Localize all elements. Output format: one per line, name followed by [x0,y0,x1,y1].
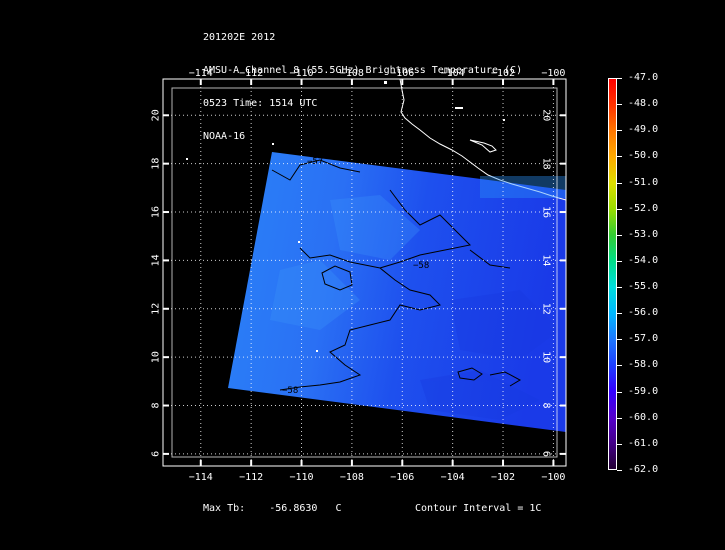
inner-frame [171,87,558,458]
max-tb-label: Max Tb: [203,503,246,514]
lon-label-top: −110 [289,68,313,79]
color-scale-tick [617,261,622,262]
color-scale-bar [608,78,617,470]
lon-label-bottom: −100 [541,472,565,483]
map-data-area: −57 −58 −58 [186,79,566,432]
color-scale-tick [617,209,622,210]
contour-label-3: −58 [282,386,298,396]
color-scale-tick [617,235,622,236]
color-scale-label: -59.0 [628,386,659,397]
lat-label-left: 8 [151,403,162,409]
lon-label-bottom: −104 [441,472,465,483]
title-line-time: 0523 Time: 1514 UTC [203,98,318,109]
lon-label-top: −108 [340,68,364,79]
color-scale-tick [617,470,622,471]
color-scale-label: -49.0 [628,124,659,135]
color-scale-label: -53.0 [628,229,659,240]
contour-minus-58-mid [279,267,441,391]
coastline [399,79,566,201]
map-title-block: 201202E 2012 AMSU-A Channel 8 (55.5GHz) … [203,10,522,153]
lon-label-top: −102 [491,68,515,79]
color-scale-tick [617,78,622,79]
color-scale-label: -54.0 [628,255,659,266]
lat-label-left: 12 [151,303,162,315]
color-scale-label: -52.0 [628,203,659,214]
color-scale-tick [617,418,622,419]
color-scale-tick [617,130,622,131]
latitude-labels-right: 6 8 10 12 14 16 18 20 [541,109,552,457]
coastal-strip [480,176,566,198]
color-scale-label: -56.0 [628,307,659,318]
lat-label-right: 18 [541,158,552,170]
latitude-labels-left: 6 8 10 12 14 16 18 20 [151,109,162,457]
lon-label-top: −100 [541,68,565,79]
color-scale-label: -60.0 [628,412,659,423]
color-scale-label: -62.0 [628,464,659,475]
color-scale-tick [617,313,622,314]
contour-loop [321,265,353,291]
longitude-labels-top: −114 −112 −110 −108 −106 −104 −102 −100 [189,68,566,79]
color-scale-label: -47.0 [628,72,659,83]
color-scale-label: -57.0 [628,333,659,344]
lon-label-top: −106 [390,68,414,79]
lon-label-bottom: −106 [390,472,414,483]
contour-interval-note: Contour Interval = 1C [415,503,542,514]
color-scale-label: -50.0 [628,150,659,161]
lat-label-right: 6 [541,451,552,457]
color-scale-tick [617,287,622,288]
lon-label-bottom: −110 [289,472,313,483]
contour-minus-57 [271,159,361,181]
color-scale-tick [617,365,622,366]
contour-label-1: −57 [307,157,323,167]
lat-label-left: 6 [151,451,162,457]
lat-label-left: 20 [151,109,162,121]
color-scale-tick [617,444,622,445]
lat-lon-grid [163,79,566,466]
longitude-labels-bottom: −114 −112 −110 −108 −106 −104 −102 −100 [189,472,566,483]
color-scale-label: -51.0 [628,177,659,188]
color-scale-tick [617,156,622,157]
contour-minus-58-upper [299,189,472,269]
axis-ticks [163,79,566,466]
lat-label-right: 12 [541,303,552,315]
color-scale-tick [617,104,622,105]
contour-lower-right [489,371,522,387]
lat-label-right: 16 [541,206,552,218]
lon-label-bottom: −102 [491,472,515,483]
lat-label-left: 16 [151,206,162,218]
contour-label-2: −58 [413,261,429,271]
lat-label-right: 14 [541,254,552,266]
color-scale-tick [617,339,622,340]
max-tb-unit: C [335,503,342,514]
lon-label-bottom: −112 [239,472,263,483]
lat-label-left: 14 [151,254,162,266]
swath-texture [270,195,560,420]
color-scale-tick [617,183,622,184]
title-line-storm-id: 201202E 2012 [203,32,276,43]
color-scale-label: -55.0 [628,281,659,292]
color-scale-tick [617,392,622,393]
lon-label-bottom: −114 [189,472,213,483]
contour-lower-loop [457,367,483,381]
color-scale-label: -61.0 [628,438,659,449]
lat-label-right: 20 [541,109,552,121]
lat-label-right: 8 [541,403,552,409]
lon-label-top: −112 [239,68,263,79]
lat-label-right: 10 [541,351,552,363]
title-line-satellite: NOAA-16 [203,131,246,142]
satellite-swath [228,152,566,432]
lon-label-top: −114 [189,68,213,79]
lat-label-left: 18 [151,158,162,170]
max-tb-readout: Max Tb: -56.8630 C [203,503,342,514]
color-scale-label: -58.0 [628,359,659,370]
map-frame [162,78,567,467]
lon-label-top: −104 [441,68,465,79]
title-line-channel: AMSU-A Channel 8 (55.5GHz) Brightness Te… [203,65,523,76]
color-scale-label: -48.0 [628,98,659,109]
max-tb-value: -56.8630 [269,503,318,514]
lat-label-left: 10 [151,351,162,363]
lon-label-bottom: −108 [340,472,364,483]
